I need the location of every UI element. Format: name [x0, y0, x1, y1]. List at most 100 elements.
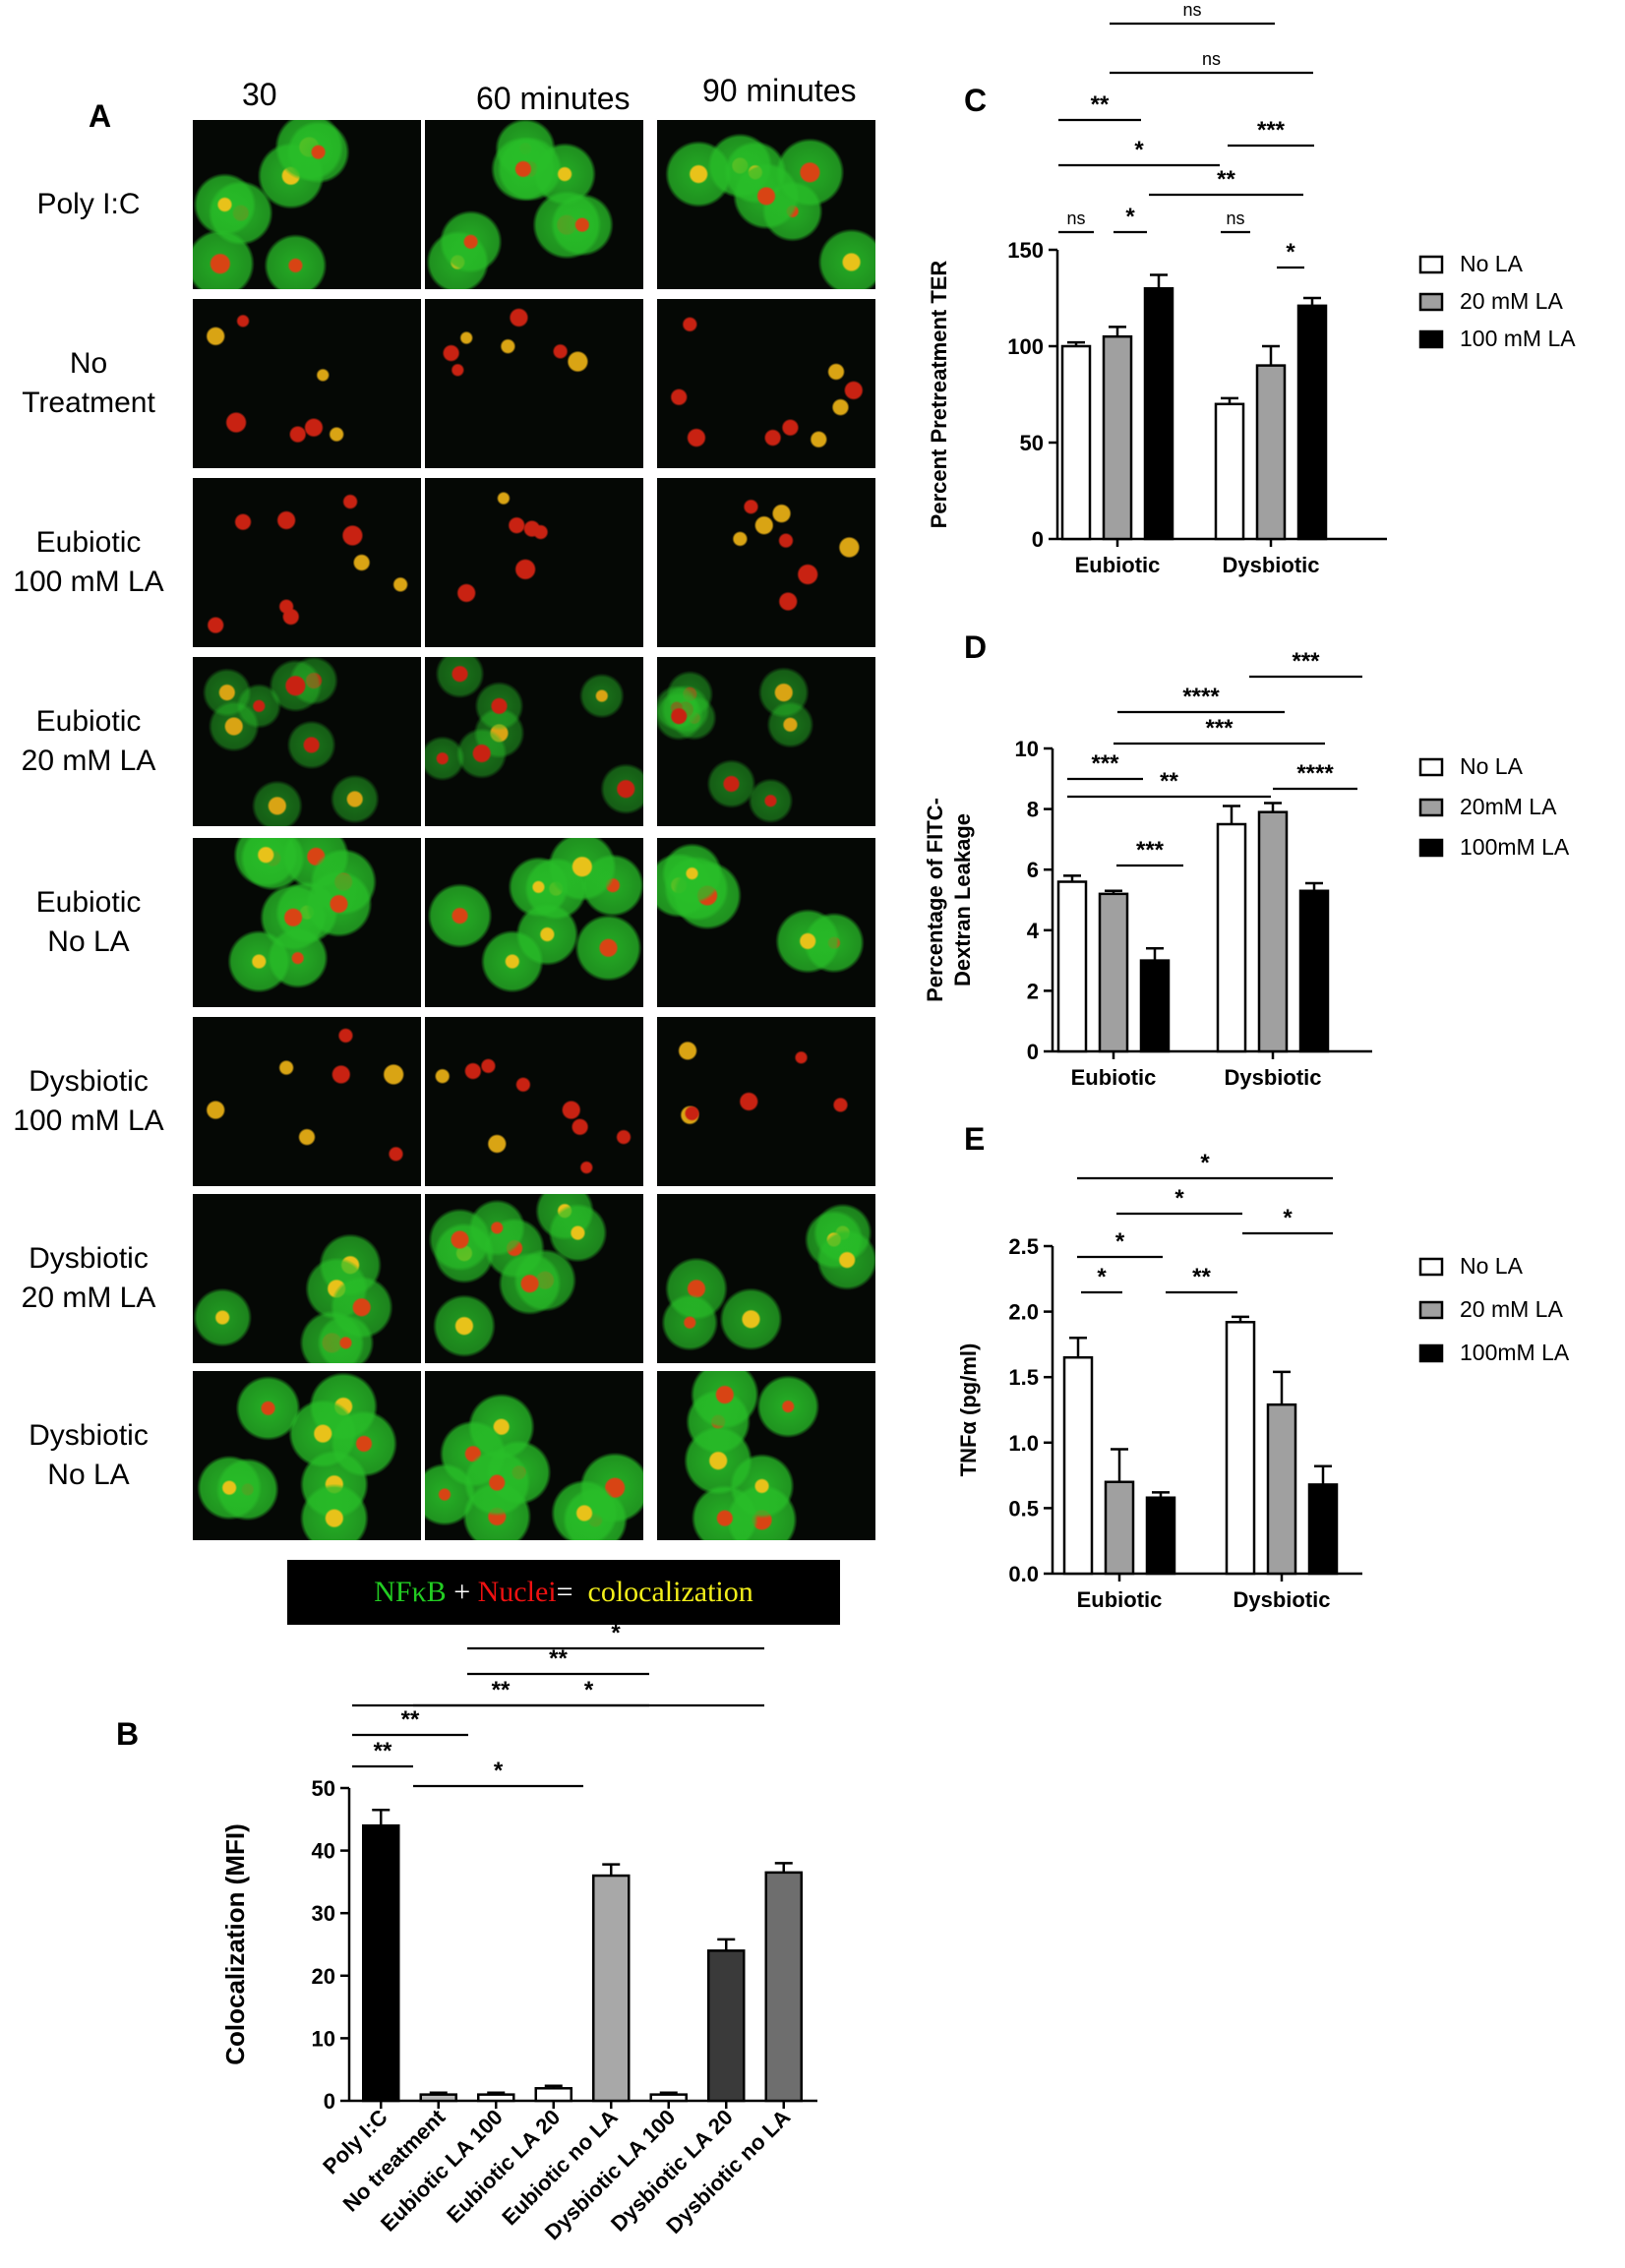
chart-b-y-tick-label: 0: [324, 2089, 335, 2114]
chart-d-y-tick-label: 0: [1027, 1040, 1039, 1064]
panel-d-letter: D: [964, 629, 988, 665]
micrograph-image: [657, 838, 875, 1007]
chart-e-legend-label: 20 mM LA: [1460, 1296, 1563, 1322]
row-label-1: No Treatment: [0, 344, 177, 423]
row-label-4: Eubiotic No LA: [0, 883, 177, 962]
chart-d-y-tick-label: 4: [1027, 919, 1040, 943]
micrograph-image: [193, 1371, 421, 1540]
chart-e-legend-swatch: [1418, 1343, 1444, 1363]
chart-c-x-label: Eubiotic: [1075, 553, 1161, 577]
chart-b-y-tick-label: 50: [312, 1776, 335, 1801]
chart-c-legend-label: 20 mM LA: [1460, 288, 1563, 314]
chart-b-y-tick-label: 30: [312, 1901, 335, 1926]
chart-d-legend-label: No LA: [1460, 753, 1524, 779]
row-label-line: 20 mM LA: [21, 1282, 156, 1314]
row-label-3: Eubiotic 20 mM LA: [0, 702, 177, 781]
chart-c-x-label: Dysbiotic: [1222, 553, 1319, 577]
micrograph-image: [193, 1194, 421, 1363]
chart-e-bar: [1266, 1403, 1297, 1576]
chart-c-legend-label: No LA: [1460, 251, 1524, 276]
chart-b-bar: [362, 1823, 400, 2103]
chart-d-legend-swatch: [1418, 838, 1444, 858]
micrograph-image: [425, 299, 643, 468]
column-header-30: 30: [242, 77, 277, 112]
chart-b-bar: [477, 2093, 515, 2103]
chart-b-y-tick-label: 20: [312, 1964, 335, 1989]
chart-b-bar: [707, 1949, 746, 2103]
micrograph-image: [193, 299, 421, 468]
chart-c-legend-label: 100 mM LA: [1460, 326, 1576, 351]
chart-e-significance-label: *: [1200, 1150, 1210, 1176]
row-label-line: Treatment: [22, 387, 155, 419]
chart-c-significance-label: ***: [1257, 117, 1286, 144]
chart-e-significance-label: *: [1283, 1205, 1293, 1231]
chart-b-y-label: Colocalization (MFI): [220, 1823, 250, 2065]
column-header-90: 90 minutes: [702, 73, 857, 108]
micrograph-image: [657, 299, 875, 468]
row-label-line: Eubiotic: [35, 886, 142, 919]
chart-c-bar: [1102, 334, 1133, 541]
chart-e-significance-label: *: [1174, 1185, 1184, 1212]
chart-b-significance-label: *: [584, 1677, 594, 1703]
micrograph-image: [425, 1017, 643, 1186]
row-label-6: Dysbiotic 20 mM LA: [0, 1239, 177, 1318]
chart-e-legend-swatch: [1418, 1257, 1444, 1277]
chart-c-significance-label: *: [1125, 204, 1135, 230]
chart-b-significance-label: **: [374, 1738, 392, 1764]
micrograph-image: [657, 1194, 875, 1363]
micrograph-image: [425, 838, 643, 1007]
micrograph-image: [657, 1017, 875, 1186]
micrograph-image: [193, 838, 421, 1007]
row-label-7: Dysbiotic No LA: [0, 1416, 177, 1495]
chart-d-significance-label: ***: [1136, 837, 1165, 864]
chart-b-significance-label: *: [611, 1620, 621, 1646]
micrograph-image: [193, 478, 421, 647]
chart-c-bar: [1296, 304, 1328, 541]
chart-d-legend-label: 100mM LA: [1460, 834, 1570, 860]
panel-c-letter: C: [964, 83, 988, 118]
stain-legend-nfkb: NFκB: [374, 1576, 447, 1608]
chart-b-bar: [419, 2093, 457, 2103]
chart-d-legend-swatch: [1418, 798, 1444, 817]
row-label-line: No LA: [47, 925, 130, 958]
panel-e-letter: E: [964, 1121, 986, 1157]
row-label-line: 100 mM LA: [13, 1104, 164, 1137]
chart-e-legend-swatch: [1418, 1300, 1444, 1320]
chart-c-y-tick-label: 50: [1020, 431, 1044, 455]
chart-c-significance-label: ns: [1182, 0, 1201, 20]
micrograph-image: [193, 1017, 421, 1186]
chart-d-y-tick-label: 2: [1027, 979, 1039, 1003]
chart-e-y-tick-label: 0.0: [1008, 1562, 1039, 1586]
chart-e-legend-label: No LA: [1460, 1253, 1524, 1279]
chart-d-bar: [1098, 892, 1129, 1053]
row-label-line: No: [69, 347, 108, 380]
micrograph-image: [425, 478, 643, 647]
micrograph-image: [425, 1371, 643, 1540]
chart-c-bar: [1255, 364, 1287, 541]
row-label-line: 100 mM LA: [13, 566, 164, 598]
chart-e-y-tick-label: 0.5: [1008, 1496, 1039, 1521]
panel-a-letter: A: [89, 98, 112, 134]
chart-d-legend-swatch: [1418, 757, 1444, 777]
row-label-0: Poly I:C: [0, 185, 177, 224]
row-label-5: Dysbiotic 100 mM LA: [0, 1062, 177, 1141]
chart-b-bar: [764, 1871, 803, 2103]
chart-c-significance-label: **: [1091, 91, 1110, 118]
chart-c-significance-label: ns: [1066, 209, 1085, 228]
row-label-line: No LA: [47, 1459, 130, 1491]
chart-e-significance-label: **: [1192, 1264, 1211, 1290]
chart-d-y-tick-label: 6: [1027, 858, 1039, 882]
micrograph-image: [425, 1194, 643, 1363]
row-label-line: Eubiotic: [35, 705, 142, 738]
column-header-60: 60 minutes: [476, 81, 631, 116]
chart-d-bar: [1298, 889, 1330, 1053]
chart-e-y-tick-label: 1.5: [1008, 1365, 1039, 1390]
chart-d-y-label: Percentage of FITC-: [923, 798, 947, 1002]
micrograph-image: [425, 120, 643, 289]
chart-c-y-tick-label: 150: [1007, 238, 1044, 263]
chart-e-x-label: Eubiotic: [1077, 1587, 1163, 1612]
chart-e-bar: [1225, 1321, 1256, 1576]
chart-c-significance-label: *: [1286, 239, 1295, 266]
micrograph-image: [657, 120, 875, 289]
